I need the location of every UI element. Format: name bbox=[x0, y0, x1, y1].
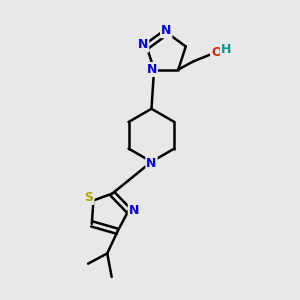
Text: N: N bbox=[129, 204, 139, 217]
Text: H: H bbox=[221, 43, 231, 56]
Text: O: O bbox=[211, 46, 222, 59]
Text: N: N bbox=[161, 24, 171, 37]
Text: S: S bbox=[85, 191, 94, 204]
Text: N: N bbox=[138, 38, 148, 52]
Text: N: N bbox=[146, 157, 157, 170]
Text: N: N bbox=[146, 63, 157, 76]
